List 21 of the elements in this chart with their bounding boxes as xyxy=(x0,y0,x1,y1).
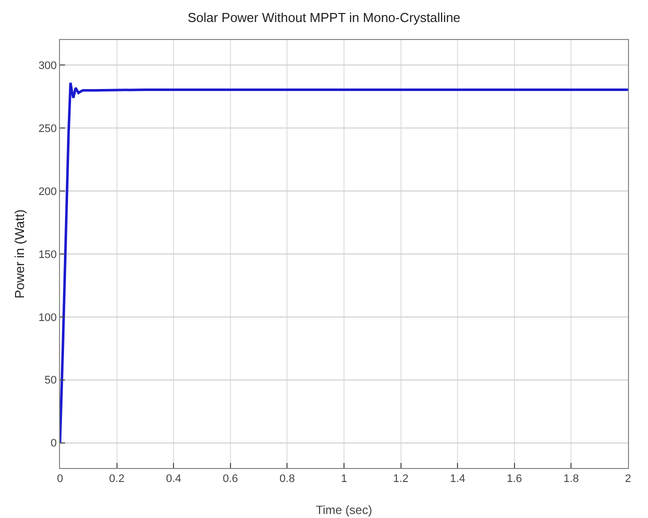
x-tick-label: 1.8 xyxy=(564,473,579,486)
x-tick-label: 0.8 xyxy=(280,473,295,486)
line-series xyxy=(60,82,628,444)
x-tick-label: 0.4 xyxy=(166,473,182,486)
y-tick-label: 300 xyxy=(38,60,57,72)
x-tick-label: 2 xyxy=(624,473,632,486)
y-axis-title: Power in (Watt) xyxy=(12,209,27,299)
y-tick-label: 250 xyxy=(38,122,57,135)
y-tick-label: 0 xyxy=(50,438,57,450)
y-tick-label: 200 xyxy=(38,186,57,198)
x-tick-label: 1 xyxy=(340,473,348,486)
x-tick-label: 1.6 xyxy=(506,473,522,486)
y-tick-label: 50 xyxy=(44,374,57,387)
chart-title: Solar Power Without MPPT in Mono-Crystalline xyxy=(188,10,460,26)
x-tick-label: 1.2 xyxy=(393,473,408,486)
y-tick-label: 100 xyxy=(38,312,57,324)
x-tick-label: 0.2 xyxy=(109,473,124,486)
x-tick-label: 1.4 xyxy=(450,473,466,486)
x-axis-title: Time (sec) xyxy=(316,503,372,517)
x-tick-label: 0.6 xyxy=(222,473,238,486)
y-tick-label: 150 xyxy=(38,248,57,261)
